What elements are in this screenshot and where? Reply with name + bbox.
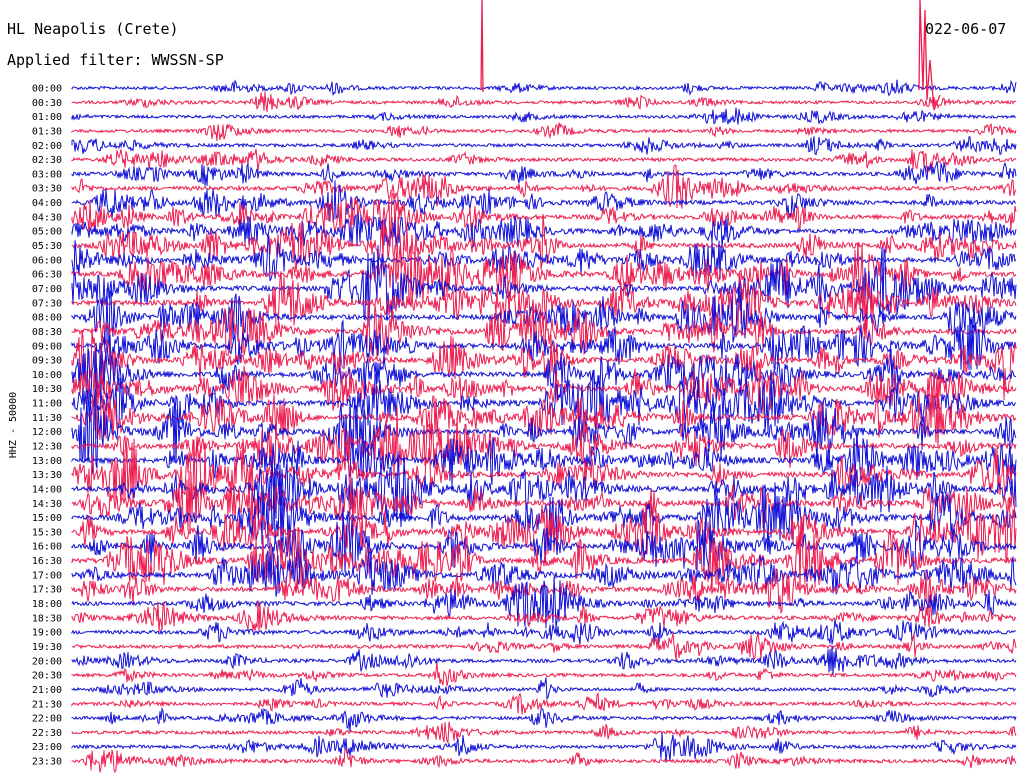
hour-label: 16:30	[32, 556, 62, 567]
hour-label: 01:30	[32, 126, 62, 137]
trace-row	[71, 706, 1017, 732]
trace-row	[71, 148, 1017, 173]
trace-row	[71, 316, 1017, 371]
hour-label: 17:30	[32, 585, 62, 596]
trace-row	[71, 359, 1017, 422]
filter-label: Applied filter: WWSSN-SP	[7, 51, 224, 69]
hour-label: 03:00	[32, 169, 62, 180]
hour-label: 09:00	[32, 341, 62, 352]
hour-label: 19:30	[32, 642, 62, 653]
hour-label: 05:30	[32, 241, 62, 252]
trace-row	[71, 180, 1017, 223]
hour-label: 02:30	[32, 155, 62, 166]
hour-label: 12:30	[32, 442, 62, 453]
trace-row	[71, 507, 1017, 577]
trace-row	[71, 213, 1017, 249]
hour-label: 16:00	[32, 542, 62, 553]
trace-row	[71, 161, 1017, 186]
trace-row	[71, 91, 1017, 113]
trace-row	[71, 369, 1017, 435]
hour-label: 21:00	[32, 685, 62, 696]
trace-row	[71, 646, 1017, 676]
hour-label: 21:30	[32, 699, 62, 710]
trace-row	[71, 732, 1017, 763]
station-title: HL Neapolis (Crete)	[7, 20, 179, 38]
hour-label: 01:00	[32, 112, 62, 123]
hour-label: 11:30	[32, 413, 62, 424]
hour-label: 04:30	[32, 212, 62, 223]
hour-label: 05:00	[32, 227, 62, 238]
hour-label: 12:00	[32, 427, 62, 438]
trace-row	[71, 213, 1017, 273]
hour-label: 11:00	[32, 399, 62, 410]
hour-label: 22:30	[32, 728, 62, 739]
hour-label: 13:00	[32, 456, 62, 467]
hour-label: 00:00	[32, 84, 62, 95]
trace-row	[71, 577, 1017, 629]
hour-label: 15:30	[32, 527, 62, 538]
date-label: 022-06-07	[925, 20, 1007, 38]
hour-label: 14:00	[32, 484, 62, 495]
trace-row	[71, 122, 1017, 141]
trace-row	[71, 662, 1017, 687]
hour-label: 23:00	[32, 742, 62, 753]
hour-label: 06:00	[32, 255, 62, 266]
hour-label: 08:00	[32, 313, 62, 324]
event-spike	[480, 0, 941, 111]
hour-label: 10:30	[32, 384, 62, 395]
trace-group	[71, 0, 1017, 774]
trace-row	[71, 748, 1017, 774]
trace-row	[71, 386, 1017, 448]
hour-label: 07:30	[32, 298, 62, 309]
hour-label: 17:00	[32, 570, 62, 581]
hour-label: 09:30	[32, 356, 62, 367]
trace-row	[71, 516, 1017, 595]
trace-row	[71, 546, 1017, 597]
hour-label: 23:30	[32, 757, 62, 768]
hour-label: 22:00	[32, 714, 62, 725]
trace-row	[71, 600, 1017, 633]
trace-row	[71, 388, 1017, 475]
y-axis-label: HHZ - 50000	[8, 392, 19, 458]
trace-row	[71, 107, 1017, 125]
trace-row	[71, 677, 1017, 700]
hour-label: 08:30	[32, 327, 62, 338]
hour-label: 00:30	[32, 98, 62, 109]
trace-row	[71, 691, 1017, 715]
trace-row	[71, 164, 1017, 209]
trace-row	[71, 633, 1017, 661]
trace-row	[71, 619, 1017, 645]
trace-row	[71, 721, 1017, 744]
hour-label: 20:30	[32, 671, 62, 682]
trace-row	[71, 301, 1017, 360]
hour-label: 10:00	[32, 370, 62, 381]
hour-label: 03:30	[32, 184, 62, 195]
hour-label: 19:00	[32, 628, 62, 639]
hour-label: 04:00	[32, 198, 62, 209]
hour-label: 15:00	[32, 513, 62, 524]
hour-label: 07:00	[32, 284, 62, 295]
trace-row	[71, 327, 1017, 407]
trace-row	[71, 438, 1017, 507]
trace-row	[71, 471, 1017, 531]
hour-label: 18:00	[32, 599, 62, 610]
hour-label-group: 00:00 00:30 01:00 01:30 02:00 02:30 03:00 03:30…	[32, 84, 62, 768]
trace-row	[71, 271, 1017, 334]
trace-row	[71, 241, 1017, 306]
hour-label: 14:30	[32, 499, 62, 510]
hour-label: 13:30	[32, 470, 62, 481]
trace-row	[71, 136, 1017, 156]
trace-row	[71, 347, 1017, 400]
hour-label: 06:30	[32, 270, 62, 281]
trace-row	[71, 79, 1017, 97]
trace-row	[71, 427, 1017, 489]
hour-label: 02:00	[32, 141, 62, 152]
hour-label: 20:00	[32, 656, 62, 667]
hour-label: 18:30	[32, 613, 62, 624]
